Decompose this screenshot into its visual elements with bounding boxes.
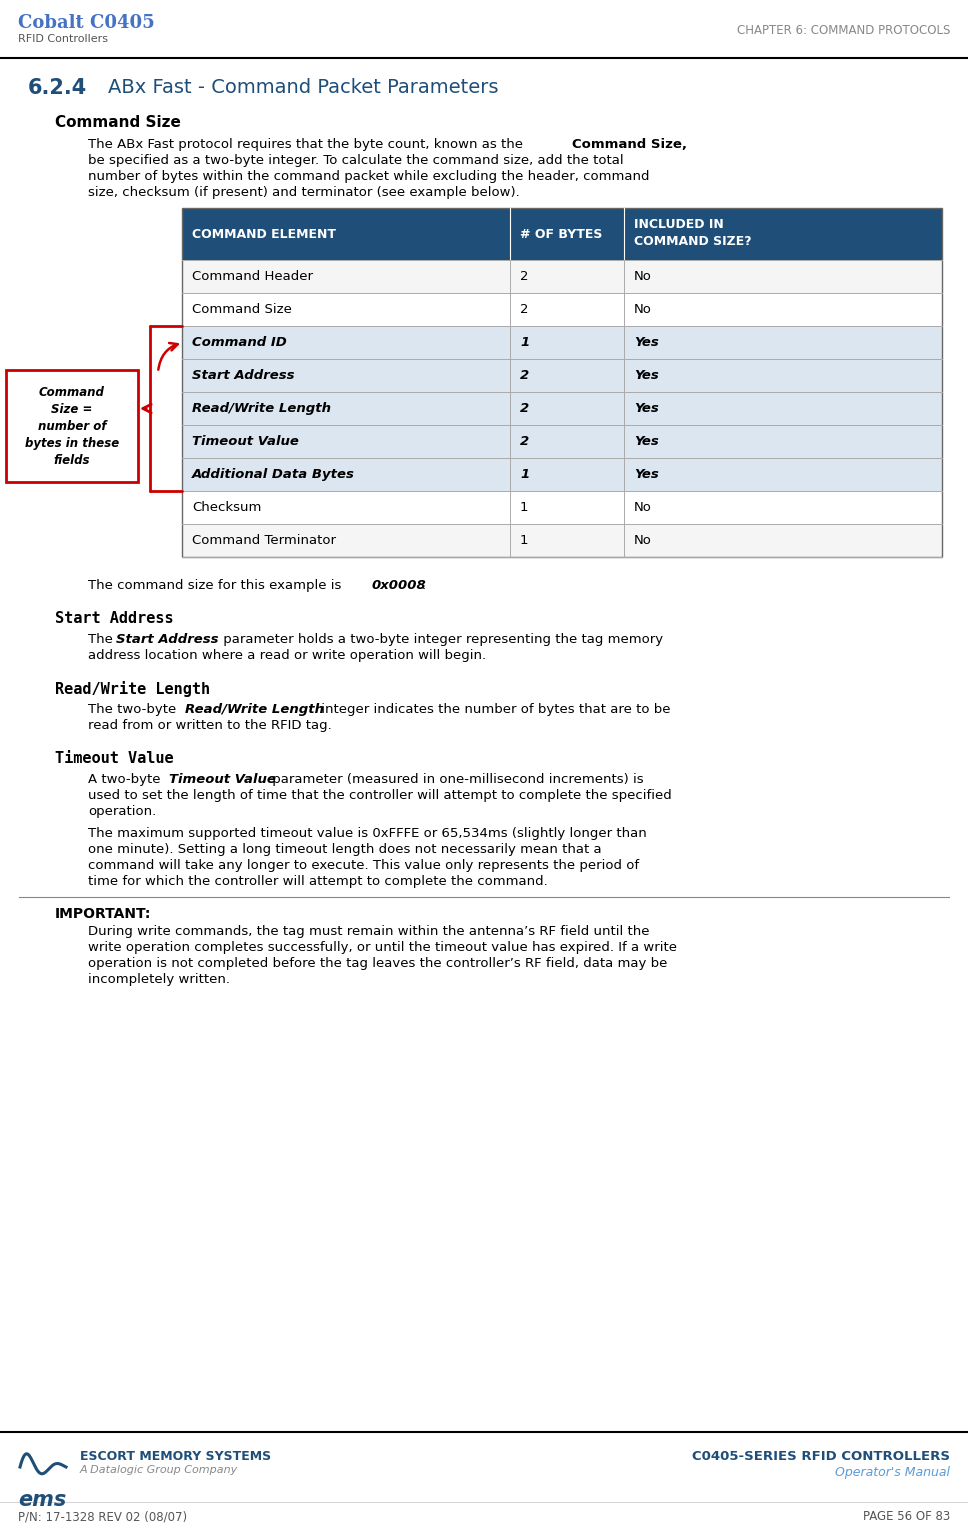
Text: Start Address: Start Address: [116, 633, 219, 646]
Text: Yes: Yes: [634, 468, 659, 480]
Bar: [182, 360, 942, 392]
Text: Start Address: Start Address: [55, 610, 173, 626]
Text: Operator's Manual: Operator's Manual: [835, 1466, 950, 1480]
Text: Read/Write Length: Read/Write Length: [55, 681, 210, 698]
Text: INCLUDED IN
COMMAND SIZE?: INCLUDED IN COMMAND SIZE?: [634, 217, 751, 248]
Text: Timeout Value: Timeout Value: [192, 435, 299, 448]
Text: Yes: Yes: [634, 369, 659, 382]
Text: operation.: operation.: [88, 805, 156, 819]
Bar: [182, 294, 942, 326]
Text: Read/Write Length: Read/Write Length: [185, 702, 324, 716]
Text: The command size for this example is: The command size for this example is: [88, 578, 346, 592]
Text: parameter (measured in one-millisecond increments) is: parameter (measured in one-millisecond i…: [268, 773, 644, 786]
Text: Yes: Yes: [634, 435, 659, 448]
Text: No: No: [634, 269, 651, 283]
Text: Yes: Yes: [634, 337, 659, 349]
Text: Command ID: Command ID: [192, 337, 287, 349]
Text: Timeout Value: Timeout Value: [55, 751, 173, 767]
Text: CHAPTER 6: COMMAND PROTOCOLS: CHAPTER 6: COMMAND PROTOCOLS: [737, 23, 950, 37]
Text: command will take any longer to execute. This value only represents the period o: command will take any longer to execute.…: [88, 858, 639, 872]
Bar: [182, 491, 942, 523]
Text: COMMAND ELEMENT: COMMAND ELEMENT: [192, 228, 336, 240]
Text: Yes: Yes: [634, 402, 659, 415]
Text: ems: ems: [18, 1490, 66, 1510]
Text: size, checksum (if present) and terminator (see example below).: size, checksum (if present) and terminat…: [88, 187, 520, 199]
Text: number of bytes within the command packet while excluding the header, command: number of bytes within the command packe…: [88, 170, 650, 184]
Text: used to set the length of time that the controller will attempt to complete the : used to set the length of time that the …: [88, 789, 672, 802]
Bar: [182, 208, 942, 260]
Text: The: The: [88, 633, 117, 646]
Bar: [182, 392, 942, 425]
Text: 1: 1: [520, 468, 529, 480]
Bar: [182, 425, 942, 457]
Text: time for which the controller will attempt to complete the command.: time for which the controller will attem…: [88, 875, 548, 887]
Text: Timeout Value: Timeout Value: [169, 773, 276, 786]
FancyBboxPatch shape: [6, 370, 138, 482]
Text: No: No: [634, 500, 651, 514]
Text: 0x0008: 0x0008: [372, 578, 427, 592]
Text: write operation completes successfully, or until the timeout value has expired. : write operation completes successfully, …: [88, 941, 677, 955]
Text: .: .: [422, 578, 426, 592]
Bar: [182, 208, 942, 557]
Text: The maximum supported timeout value is 0xFFFE or 65,534ms (slightly longer than: The maximum supported timeout value is 0…: [88, 828, 647, 840]
Text: Command Terminator: Command Terminator: [192, 534, 336, 548]
Text: 2: 2: [520, 303, 529, 317]
Text: A two-byte: A two-byte: [88, 773, 165, 786]
Text: During write commands, the tag must remain within the antenna’s RF field until t: During write commands, the tag must rema…: [88, 926, 650, 938]
Text: 2: 2: [520, 402, 529, 415]
Text: ABx Fast - Command Packet Parameters: ABx Fast - Command Packet Parameters: [108, 78, 499, 96]
Text: 1: 1: [520, 500, 529, 514]
Text: C0405-SERIES RFID CONTROLLERS: C0405-SERIES RFID CONTROLLERS: [692, 1450, 950, 1463]
Text: PAGE 56 OF 83: PAGE 56 OF 83: [862, 1510, 950, 1522]
Text: Additional Data Bytes: Additional Data Bytes: [192, 468, 355, 480]
Text: # OF BYTES: # OF BYTES: [520, 228, 602, 240]
Text: 6.2.4: 6.2.4: [28, 78, 87, 98]
Text: The ABx Fast protocol requires that the byte count, known as the: The ABx Fast protocol requires that the …: [88, 138, 528, 151]
Bar: [182, 457, 942, 491]
Text: The two-byte: The two-byte: [88, 702, 180, 716]
Text: be specified as a two-byte integer. To calculate the command size, add the total: be specified as a two-byte integer. To c…: [88, 155, 623, 167]
Text: IMPORTANT:: IMPORTANT:: [55, 907, 151, 921]
Text: 2: 2: [520, 269, 529, 283]
Text: No: No: [634, 534, 651, 548]
Text: ESCORT MEMORY SYSTEMS: ESCORT MEMORY SYSTEMS: [80, 1450, 271, 1463]
Text: P/N: 17-1328 REV 02 (08/07): P/N: 17-1328 REV 02 (08/07): [18, 1510, 187, 1522]
Text: Cobalt C0405: Cobalt C0405: [18, 14, 155, 32]
Text: Command Header: Command Header: [192, 269, 313, 283]
Text: integer indicates the number of bytes that are to be: integer indicates the number of bytes th…: [317, 702, 671, 716]
Text: Command Size: Command Size: [192, 303, 292, 317]
Text: one minute). Setting a long timeout length does not necessarily mean that a: one minute). Setting a long timeout leng…: [88, 843, 602, 855]
Text: No: No: [634, 303, 651, 317]
Text: address location where a read or write operation will begin.: address location where a read or write o…: [88, 649, 486, 662]
Text: 1: 1: [520, 534, 529, 548]
Text: Command Size,: Command Size,: [572, 138, 687, 151]
Text: Checksum: Checksum: [192, 500, 261, 514]
Text: Command Size: Command Size: [55, 115, 181, 130]
Text: incompletely written.: incompletely written.: [88, 973, 230, 985]
Bar: [182, 326, 942, 360]
Text: Command
Size =
number of
bytes in these
fields: Command Size = number of bytes in these …: [25, 386, 119, 467]
Text: 2: 2: [520, 435, 529, 448]
Text: read from or written to the RFID tag.: read from or written to the RFID tag.: [88, 719, 332, 731]
Text: Start Address: Start Address: [192, 369, 294, 382]
Bar: [182, 523, 942, 557]
Text: 2: 2: [520, 369, 529, 382]
Text: Read/Write Length: Read/Write Length: [192, 402, 331, 415]
Text: parameter holds a two-byte integer representing the tag memory: parameter holds a two-byte integer repre…: [219, 633, 663, 646]
Bar: [182, 260, 942, 294]
Text: RFID Controllers: RFID Controllers: [18, 34, 108, 44]
Text: 1: 1: [520, 337, 529, 349]
Text: A Datalogic Group Company: A Datalogic Group Company: [80, 1466, 238, 1475]
Text: operation is not completed before the tag leaves the controller’s RF field, data: operation is not completed before the ta…: [88, 956, 667, 970]
